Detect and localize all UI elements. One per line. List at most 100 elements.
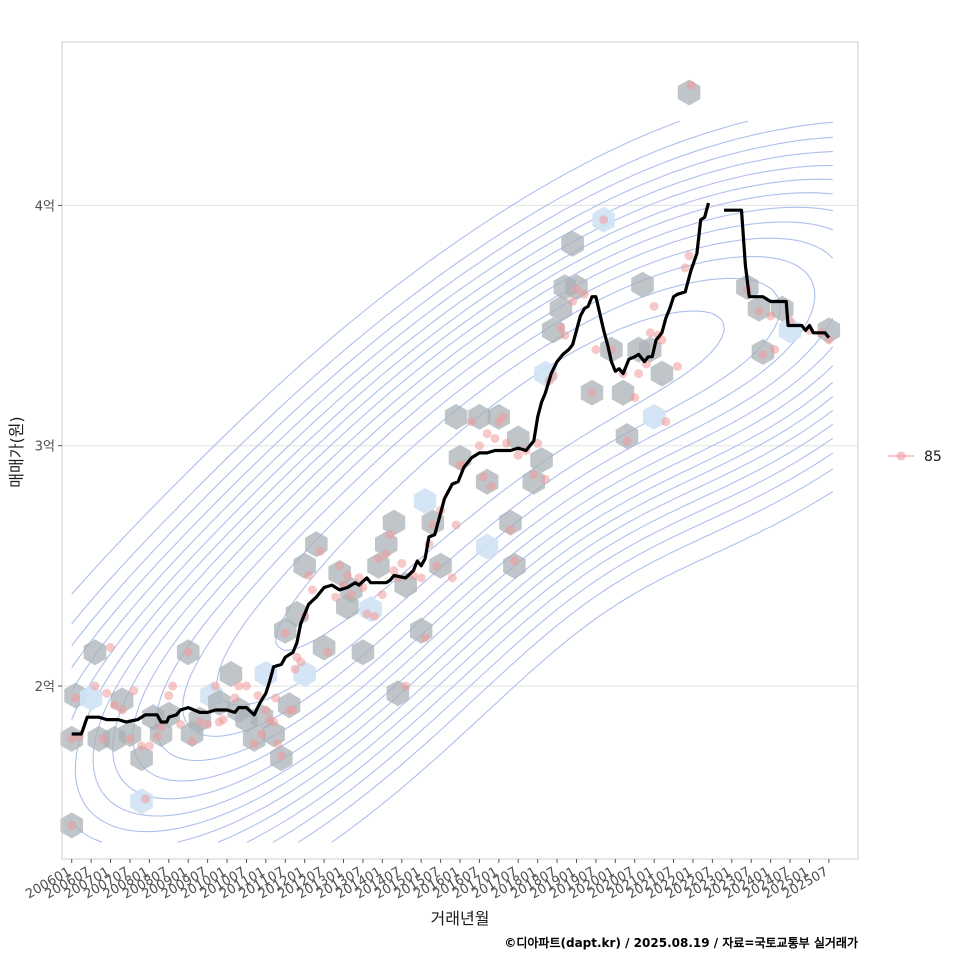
scatter-point (529, 470, 539, 480)
scatter-point (234, 681, 244, 691)
scatter-point (630, 393, 640, 403)
scatter-point (241, 681, 251, 691)
scatter-point (587, 388, 597, 398)
scatter-point (269, 717, 279, 727)
source-caption: ©디아파트(dapt.kr) / 2025.08.19 / 자료=국토교통부 실… (504, 935, 858, 950)
scatter-point (420, 633, 430, 643)
scatter-point (451, 520, 461, 530)
scatter-point (556, 323, 566, 333)
scatter-point (622, 436, 632, 446)
contour-line (71, 164, 834, 843)
hexbin-cell (499, 509, 522, 536)
scatter-point (249, 739, 259, 749)
scatter-point (315, 546, 325, 556)
scatter-point (335, 561, 345, 571)
scatter-point (276, 751, 286, 761)
hexbin-cell (541, 317, 565, 344)
scatter-point (591, 345, 601, 355)
scatter-point (579, 289, 589, 299)
y-tick-label: 2억 (35, 680, 55, 695)
scatter-point (280, 628, 290, 638)
hexbin-cell (130, 788, 153, 815)
x-axis-title: 거래년월 (431, 909, 490, 928)
scatter-point (397, 558, 407, 568)
hexbin-cell (650, 360, 674, 387)
scatter-point (71, 693, 81, 703)
scatter-point (288, 705, 298, 715)
hexbin-cell (79, 685, 103, 711)
scatter-point (645, 328, 655, 338)
scatter-point (253, 691, 263, 701)
scatter-point (571, 285, 581, 295)
hexbin-cell (444, 403, 468, 430)
hexbin-cell (130, 745, 153, 772)
hexbin-cell (475, 533, 499, 560)
hexbin-cell (293, 661, 316, 687)
scatter-point (381, 549, 391, 559)
scatter-point (164, 691, 174, 701)
scatter-point (680, 263, 690, 273)
scatter-point (634, 369, 644, 379)
scatter-point (498, 412, 508, 422)
trend-line (724, 208, 831, 339)
scatter-point (533, 438, 543, 448)
scatter-points (67, 80, 834, 830)
scatter-point (98, 734, 108, 744)
scatter-point (649, 301, 659, 311)
scatter-point (599, 215, 609, 225)
scatter-point (362, 609, 372, 619)
scatter-point (354, 573, 364, 583)
hexbin-cell (611, 379, 635, 406)
scatter-point (684, 251, 694, 261)
scatter-point (766, 311, 776, 321)
scatter-point (824, 335, 834, 345)
hexbin-cell (219, 661, 243, 687)
y-axis: 2억 3억 4억 (35, 199, 62, 695)
hexbin-cell (817, 317, 841, 344)
contour-line (71, 121, 834, 843)
contour-line (71, 136, 834, 843)
scatter-point (137, 741, 147, 751)
hexbin-cell (413, 488, 437, 514)
hexbin-cell (549, 295, 573, 322)
scatter-point (304, 570, 314, 580)
scatter-point (482, 429, 492, 439)
y-tick-label: 4억 (35, 199, 55, 214)
scatter-point (509, 556, 519, 566)
scatter-point (540, 474, 550, 484)
scatter-point (230, 693, 240, 703)
hexbin-cell (530, 447, 553, 474)
scatter-point (168, 681, 178, 691)
scatter-point (474, 441, 484, 451)
scatter-point (447, 573, 457, 583)
scatter-point (385, 530, 395, 540)
scatter-point (770, 345, 780, 355)
scatter-point (109, 700, 119, 710)
scatter-point (307, 585, 317, 595)
hexbin-cell (561, 230, 584, 257)
scatter-point (152, 731, 162, 741)
scatter-point (106, 643, 116, 653)
hexbin-cell (503, 552, 526, 579)
scatter-point (502, 438, 512, 448)
trend-lines (71, 202, 831, 736)
hexbin-cell (328, 560, 351, 586)
scatter-point (125, 734, 135, 744)
scatter-point (401, 681, 411, 691)
scatter-point (754, 306, 764, 316)
scatter-point (346, 590, 356, 600)
hexbin-layer (60, 79, 841, 839)
scatter-point (290, 664, 300, 674)
scatter-point (129, 686, 139, 696)
scatter-point (513, 450, 523, 460)
contour-line (132, 221, 834, 782)
scatter-point (296, 657, 306, 667)
legend-point-icon (896, 451, 906, 461)
scatter-point (416, 573, 426, 583)
scatter-point (257, 729, 267, 739)
scatter-point (661, 417, 671, 427)
scatter-point (261, 705, 271, 715)
scatter-point (90, 681, 100, 691)
scatter-point (478, 472, 488, 482)
